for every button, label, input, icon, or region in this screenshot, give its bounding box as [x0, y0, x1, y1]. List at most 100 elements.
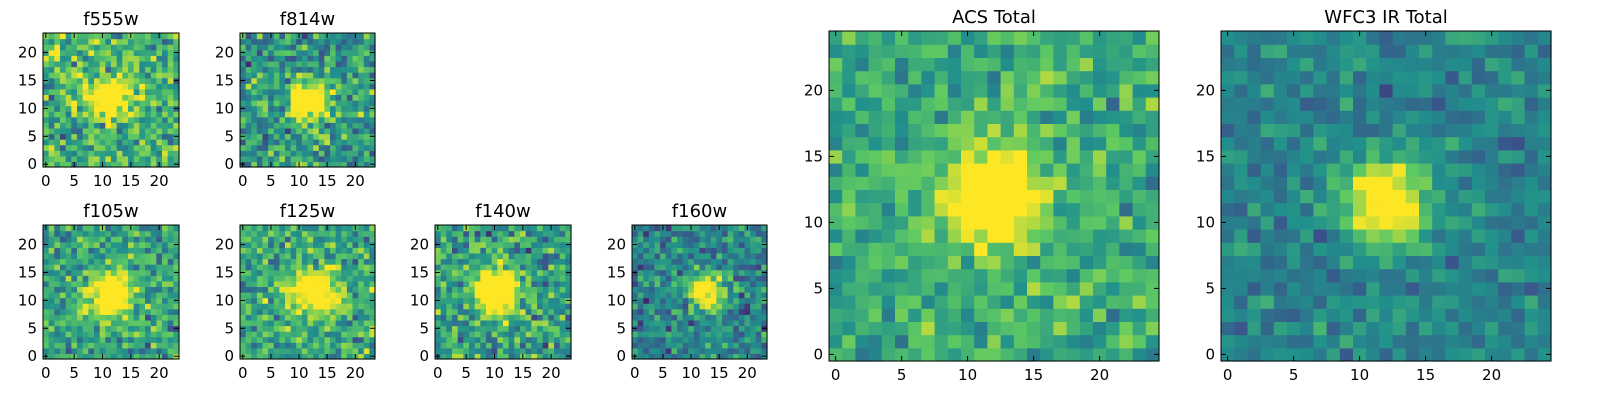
- heatmap-cell: [671, 319, 678, 327]
- heatmap-cell: [671, 247, 678, 254]
- heatmap-cell: [268, 314, 275, 321]
- heatmap-cell: [296, 236, 303, 243]
- heatmap-cell: [116, 264, 123, 271]
- heatmap-cell: [716, 292, 723, 299]
- heatmap-cell: [1419, 295, 1433, 309]
- heatmap-cell: [514, 241, 521, 248]
- heatmap-cell: [60, 88, 67, 96]
- heatmap-cell: [122, 252, 129, 260]
- x-tick-label: 10: [958, 366, 977, 384]
- heatmap-cell: [699, 241, 706, 248]
- heatmap-cell: [111, 264, 118, 271]
- heatmap-cell: [330, 88, 337, 96]
- heatmap-cell: [301, 83, 309, 90]
- heatmap-cell: [710, 308, 717, 315]
- heatmap-cell: [542, 347, 549, 355]
- heatmap-cell: [54, 66, 61, 73]
- heatmap-cell: [1339, 189, 1354, 204]
- heatmap-cell: [435, 308, 442, 315]
- heatmap-cells: [1221, 31, 1552, 362]
- heatmap-cell: [1313, 176, 1328, 190]
- heatmap-cell: [1260, 83, 1275, 98]
- heatmap-cell: [921, 347, 936, 362]
- heatmap-cell: [99, 292, 106, 299]
- heatmap-cell: [335, 225, 342, 232]
- heatmap-cell: [307, 127, 314, 135]
- heatmap-cell: [881, 281, 896, 296]
- heatmap-cell: [881, 202, 896, 217]
- heatmap-cell: [440, 286, 447, 293]
- heatmap-cell: [1273, 123, 1288, 138]
- heatmap-cell: [755, 269, 762, 276]
- heatmap-cell: [285, 247, 292, 254]
- heatmap-cell: [987, 347, 1002, 362]
- heatmap-cell: [961, 255, 975, 270]
- heatmap-cell: [648, 269, 656, 276]
- heatmap-cell: [1485, 136, 1499, 151]
- heatmap-cell: [285, 111, 292, 118]
- heatmap-cell: [363, 139, 370, 146]
- heatmap-cell: [761, 336, 768, 343]
- heatmap-cell: [245, 100, 252, 107]
- heatmap-cell: [868, 136, 883, 151]
- heatmap-cell: [156, 269, 163, 276]
- heatmap-cell: [881, 136, 896, 151]
- heatmap-cell: [296, 100, 303, 107]
- heatmap-cell: [1273, 110, 1288, 124]
- heatmap-cell: [974, 202, 988, 217]
- heatmap-cell: [881, 321, 896, 336]
- heatmap-cell: [285, 77, 292, 84]
- heatmap-cell: [1511, 255, 1526, 270]
- heatmap-cell: [503, 225, 510, 232]
- heatmap-cell: [301, 144, 309, 151]
- heatmap-cell: [346, 155, 354, 163]
- heatmap-cell: [921, 110, 936, 124]
- heatmap-cell: [1445, 295, 1460, 309]
- x-tick-label: 10: [682, 364, 701, 382]
- heatmap-cell: [750, 230, 757, 237]
- heatmap-cell: [296, 116, 303, 123]
- heatmap-cell: [491, 258, 498, 265]
- heatmap-cell: [279, 94, 286, 101]
- heatmap-cell: [1145, 295, 1160, 309]
- heatmap-cell: [491, 275, 498, 282]
- heatmap-cell: [660, 241, 667, 248]
- heatmap-cell: [162, 83, 169, 90]
- heatmap-cell: [330, 241, 337, 248]
- heatmap-cell: [525, 325, 532, 332]
- heatmap-cell: [654, 230, 661, 237]
- heatmap-cell: [1260, 242, 1275, 256]
- heatmap-cell: [256, 139, 264, 146]
- heatmap-cell: [156, 331, 163, 338]
- heatmap-cell: [508, 308, 515, 315]
- heatmap-cell: [65, 127, 72, 135]
- heatmap-cell: [352, 236, 359, 243]
- y-tick-label: 0: [27, 347, 37, 365]
- heatmap-cell: [335, 161, 342, 168]
- heatmap-cell: [1445, 123, 1460, 138]
- heatmap-cell: [1445, 242, 1460, 256]
- heatmap-cell: [1093, 334, 1107, 349]
- heatmap-cell: [341, 150, 348, 157]
- heatmap-cell: [82, 127, 89, 135]
- heatmap-cell: [60, 55, 67, 62]
- heatmap-cell: [122, 127, 129, 135]
- heatmap-cell: [525, 331, 532, 338]
- heatmap-cell: [363, 292, 370, 299]
- heatmap-cell: [88, 49, 95, 56]
- heatmap-cell: [65, 280, 72, 288]
- heatmap-cell: [82, 297, 89, 304]
- heatmap-cell: [335, 133, 342, 140]
- heatmap-cell: [150, 347, 157, 355]
- heatmap-cell: [116, 100, 123, 107]
- heatmap-cell: [1132, 308, 1147, 322]
- heatmap-cell: [1392, 295, 1407, 309]
- heatmap-cell: [660, 258, 667, 265]
- heatmap-cell: [296, 303, 303, 310]
- heatmap-cell: [727, 347, 734, 355]
- x-tick-label: 20: [150, 364, 169, 382]
- heatmap-cell: [699, 252, 706, 260]
- heatmap-cell: [1432, 110, 1446, 124]
- heatmap-cell: [1445, 321, 1460, 336]
- heatmap-cell: [307, 236, 314, 243]
